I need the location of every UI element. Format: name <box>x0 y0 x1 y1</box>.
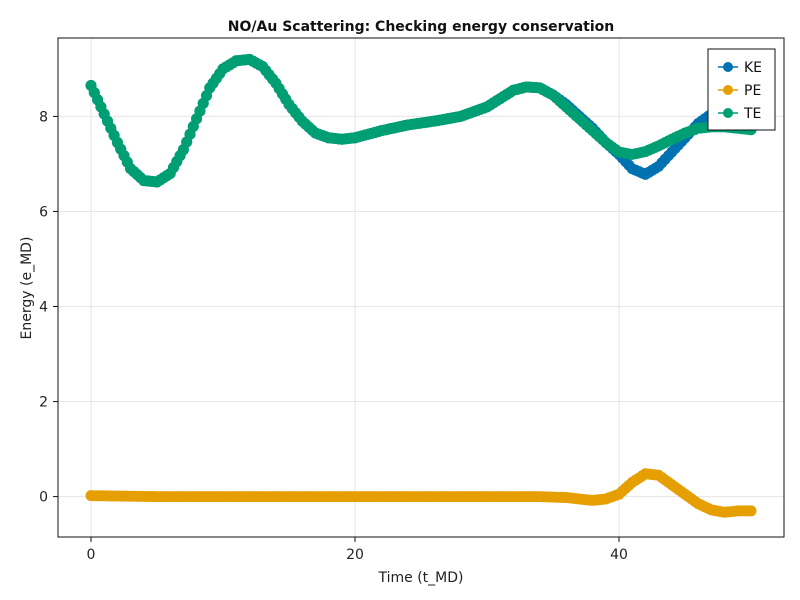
series-layer <box>85 53 757 518</box>
series-te <box>85 53 757 188</box>
y-tick-label: 0 <box>39 490 48 506</box>
legend: KE PE TE <box>707 48 776 131</box>
grid-lines <box>58 38 784 537</box>
legend-marker <box>723 85 733 95</box>
legend-label: KE <box>744 60 762 76</box>
x-tick-label: 40 <box>610 547 628 563</box>
x-tick-label: 20 <box>346 547 364 563</box>
x-tick-label: 0 <box>87 547 96 563</box>
legend-marker <box>723 108 733 118</box>
data-point-pe <box>745 505 757 517</box>
legend-item-te: TE <box>718 106 761 122</box>
y-axis-label: Energy (e_MD) <box>19 237 35 340</box>
legend-label: TE <box>743 106 761 122</box>
series-pe <box>85 468 757 518</box>
y-tick-label: 8 <box>39 109 48 125</box>
legend-label: PE <box>744 83 761 99</box>
y-tick-label: 2 <box>39 395 48 411</box>
plot-frame <box>57 37 785 538</box>
legend-item-ke: KE <box>718 60 762 76</box>
axis-ticks: 0 20 40 0 2 4 6 8 <box>39 109 628 563</box>
y-tick-label: 4 <box>39 300 48 316</box>
x-axis-label: Time (t_MD) <box>378 570 464 586</box>
legend-item-pe: PE <box>718 83 761 99</box>
legend-marker <box>723 62 733 72</box>
y-tick-label: 6 <box>39 204 48 220</box>
chart-title: NO/Au Scattering: Checking energy conser… <box>228 19 614 35</box>
